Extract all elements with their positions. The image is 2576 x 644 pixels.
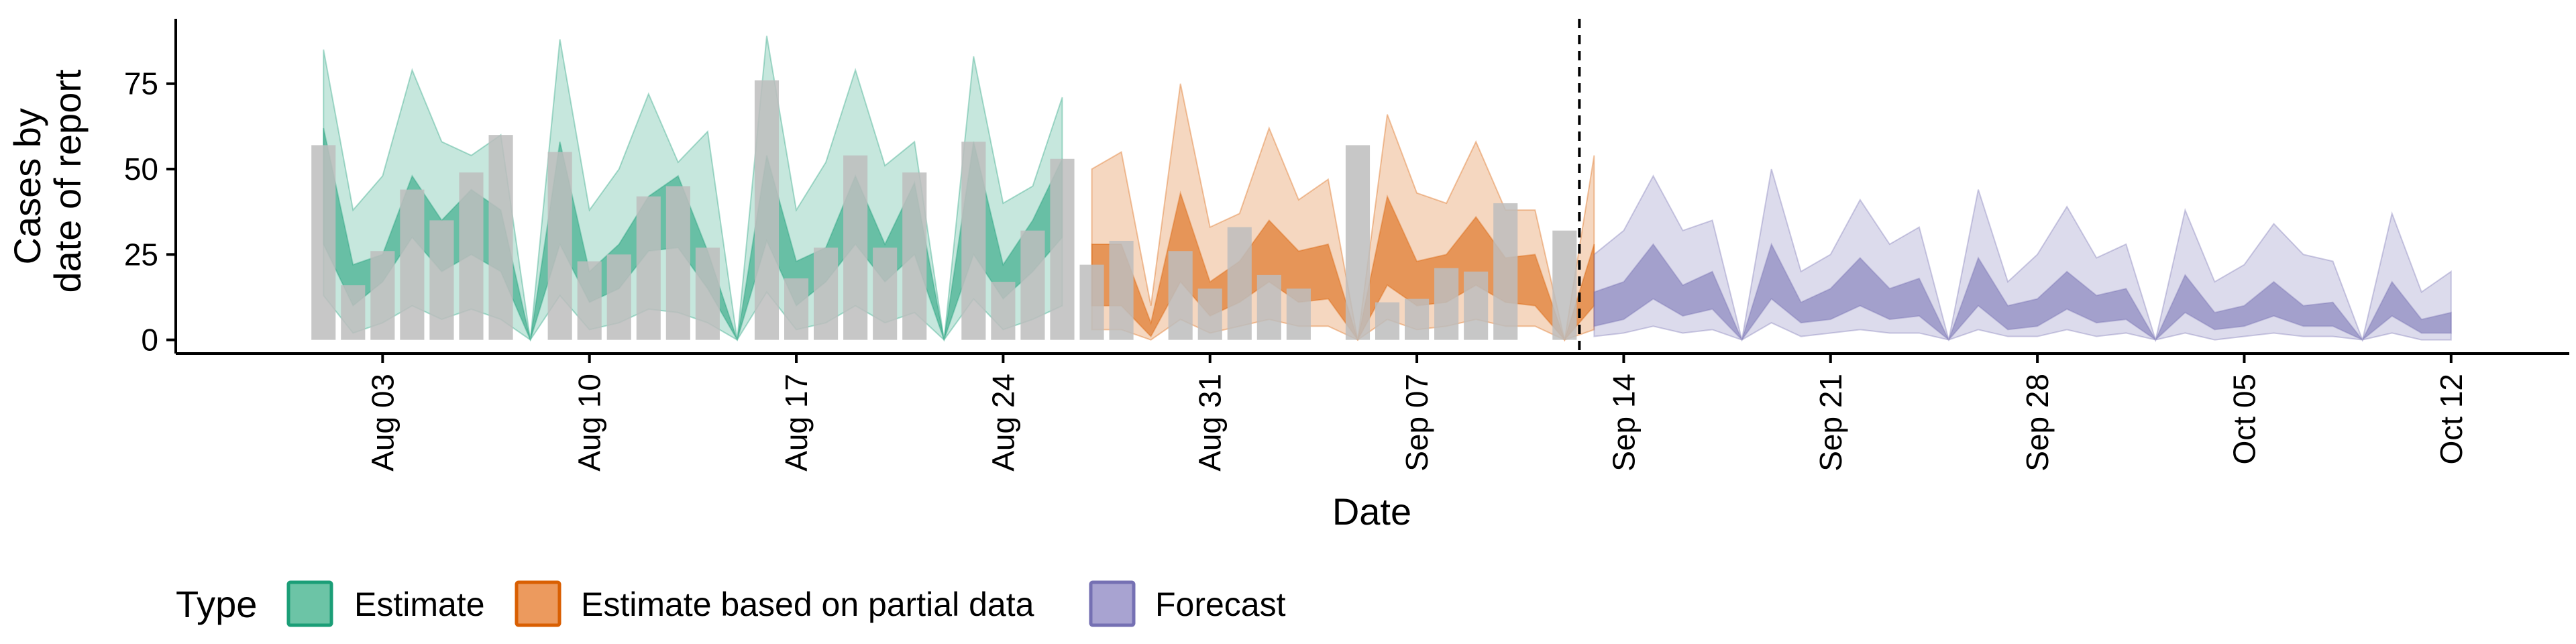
reported-cases-bar <box>754 80 780 340</box>
y-tick-label: 25 <box>124 237 158 272</box>
y-axis-ticks: 0 25 50 75 <box>124 66 176 358</box>
reported-cases-bar <box>1493 203 1518 340</box>
forecast-outer-band <box>1593 168 2452 343</box>
x-tick-label: Aug 24 <box>985 374 1020 472</box>
x-tick-label: Aug 31 <box>1193 374 1228 472</box>
reported-cases-bar <box>1109 240 1134 340</box>
legend-label-partial: Estimate based on partial data <box>581 586 1034 623</box>
reported-cases-bar <box>341 285 366 340</box>
reported-cases-bar <box>814 248 839 340</box>
reported-cases-bar <box>873 248 898 340</box>
reported-cases-bar <box>1464 271 1489 340</box>
reported-cases-bar <box>1168 251 1193 340</box>
reported-cases-bar <box>547 152 572 340</box>
legend: Type Estimate Estimate based on partial … <box>176 580 1286 627</box>
x-tick-label: Aug 03 <box>365 374 400 472</box>
reported-cases-bar <box>459 172 484 340</box>
reported-cases-bar <box>429 220 454 340</box>
reported-cases-bar <box>1227 227 1252 340</box>
x-tick-label: Sep 21 <box>1813 374 1848 472</box>
reported-cases-bar <box>1405 299 1430 340</box>
reported-cases-bar <box>1434 268 1459 340</box>
reported-cases-bar <box>961 142 986 340</box>
reported-cases-bar <box>1286 288 1311 340</box>
x-tick-label: Oct 12 <box>2434 374 2469 465</box>
reported-cases-bar <box>843 155 868 340</box>
reported-cases-bar <box>1375 302 1400 340</box>
reported-cases-bar <box>577 261 602 340</box>
legend-item-forecast: Forecast <box>1089 580 1286 627</box>
reported-cases-bar <box>1345 145 1371 340</box>
forecast-inner-band <box>1593 242 2452 342</box>
reported-cases-bar <box>636 196 661 340</box>
reported-cases-bar <box>1020 230 1045 340</box>
reported-cases-bar <box>1197 288 1222 340</box>
y-axis-title: Cases by date of report <box>6 69 89 293</box>
reported-cases-bar <box>400 189 425 340</box>
legend-title: Type <box>176 583 257 625</box>
y-tick-label: 75 <box>124 66 158 101</box>
reported-cases-bar <box>1079 264 1104 340</box>
x-tick-label: Oct 05 <box>2226 374 2261 465</box>
y-axis-title-line-1: Cases by <box>6 108 48 264</box>
axes <box>174 19 2569 355</box>
x-tick-label: Sep 07 <box>1399 374 1434 472</box>
reported-cases-bar <box>488 135 513 340</box>
legend-item-estimate: Estimate <box>286 580 485 627</box>
reported-cases-bar <box>606 254 631 340</box>
legend-item-partial: Estimate based on partial data <box>515 580 1034 627</box>
reported-cases-bar <box>1256 274 1281 340</box>
reported-cases-bar <box>991 282 1016 340</box>
reported-cases-bar <box>902 172 927 340</box>
x-tick-label: Sep 28 <box>2020 374 2055 472</box>
y-tick-label: 0 <box>141 323 158 358</box>
y-tick-label: 50 <box>124 152 158 186</box>
legend-swatch-partial <box>515 580 561 627</box>
x-axis-title: Date <box>1332 490 1411 533</box>
legend-label-estimate: Estimate <box>354 586 485 623</box>
reported-cases-bar <box>370 251 395 340</box>
reported-cases-bars <box>311 80 1577 340</box>
reported-cases-bar <box>1552 230 1577 340</box>
reported-cases-bar <box>665 186 690 340</box>
legend-label-forecast: Forecast <box>1155 586 1286 623</box>
reported-cases-bar <box>311 145 336 340</box>
x-tick-label: Aug 17 <box>779 374 814 472</box>
legend-swatch-forecast <box>1089 580 1136 627</box>
reported-cases-bar <box>784 278 809 340</box>
x-tick-label: Sep 14 <box>1606 374 1641 472</box>
x-tick-label: Aug 10 <box>572 374 607 472</box>
y-axis-title-line-2: date of report <box>46 69 89 293</box>
legend-swatch-estimate <box>286 580 333 627</box>
reported-cases-bar <box>1050 158 1075 340</box>
x-axis-ticks: Aug 03 Aug 10 Aug 17 Aug 24 Aug 31 Sep 07 Sep … <box>365 354 2469 472</box>
reported-cases-bar <box>695 248 720 340</box>
